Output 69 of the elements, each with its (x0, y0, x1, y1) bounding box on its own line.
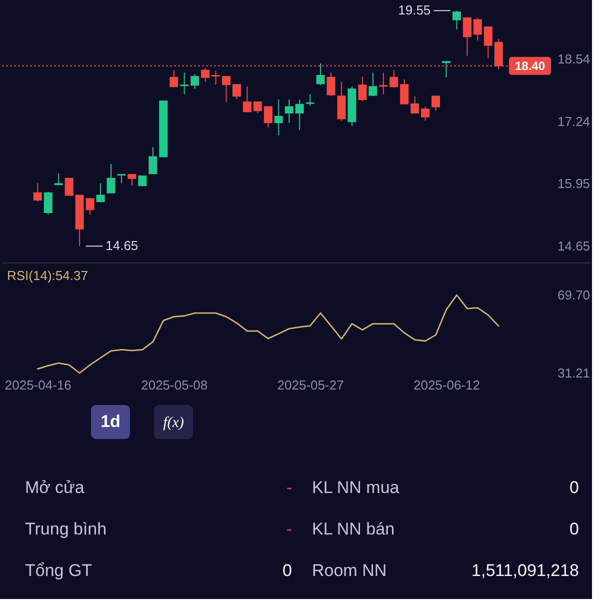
text: Trung bình (25, 520, 107, 538)
candlestick (264, 106, 272, 128)
candlestick (473, 17, 482, 41)
candlestick (33, 182, 42, 202)
annotation: 19.55 (398, 2, 431, 18)
candlestick (432, 96, 440, 112)
candlestick (421, 106, 430, 122)
x-tick-label: 2025-05-08 (141, 378, 208, 392)
y-tick-label: 69.70 (558, 288, 590, 302)
candlestick (222, 76, 230, 102)
candlestick (201, 67, 210, 82)
text: Tổng GT (25, 561, 92, 580)
ref-line-label: 18.40 (514, 58, 546, 73)
candlestick (212, 70, 220, 86)
x-tick-label: 2025-06-12 (413, 378, 480, 392)
candlestick (54, 173, 63, 186)
x-tick-label: 2025-05-27 (277, 378, 344, 392)
text: Room NN (312, 561, 387, 580)
chart-title: RSI(14):54.37 (7, 268, 88, 283)
candlestick (128, 174, 136, 186)
candlestick (452, 10, 461, 30)
candlestick (326, 72, 336, 97)
y-tick-label: 18.54 (558, 52, 590, 67)
candlestick (190, 74, 200, 90)
candlestick (64, 178, 74, 196)
candlestick (96, 182, 105, 203)
text: 0 (282, 561, 292, 580)
text: 1,511,091,218 (472, 561, 579, 580)
text: Mở cửa (25, 478, 85, 497)
candlestick (148, 146, 158, 174)
candlestick (232, 84, 241, 100)
candlestick (86, 198, 94, 215)
candlestick (379, 72, 388, 95)
candlestick (44, 191, 52, 215)
candlestick (400, 78, 409, 104)
candlestick (274, 99, 283, 136)
candlestick (368, 72, 378, 97)
candlestick (295, 99, 304, 131)
line-series (36, 294, 500, 374)
candlestick (306, 94, 314, 106)
candlestick (337, 81, 346, 122)
text: 0 (570, 478, 579, 497)
candlestick (358, 76, 367, 102)
text: KL NN bán (312, 520, 395, 538)
y-tick-label: 17.24 (558, 114, 590, 130)
candlestick (138, 175, 147, 186)
text: f(x) (163, 415, 184, 431)
candlestick (442, 61, 450, 78)
y-tick-label: 14.65 (558, 238, 590, 254)
candlestick (390, 70, 398, 88)
candlestick (462, 17, 472, 56)
x-tick-label: 2025-04-16 (4, 378, 72, 392)
candlestick (170, 70, 178, 88)
candlestick (410, 96, 420, 114)
text: KL NN mua (312, 478, 400, 497)
candlestick (106, 163, 116, 194)
candlestick (284, 99, 294, 124)
candlestick (180, 72, 189, 95)
text: 0 (570, 520, 579, 538)
text: - (286, 478, 292, 497)
candlestick (484, 26, 492, 59)
y-tick-label: 31.21 (558, 366, 590, 380)
candlestick (242, 86, 252, 112)
y-tick-label: 15.95 (558, 176, 590, 192)
candlestick (316, 62, 325, 86)
candlestick (253, 101, 262, 114)
text: 1d (100, 412, 120, 431)
annotation: 14.65 (106, 238, 138, 254)
text: - (286, 520, 292, 538)
